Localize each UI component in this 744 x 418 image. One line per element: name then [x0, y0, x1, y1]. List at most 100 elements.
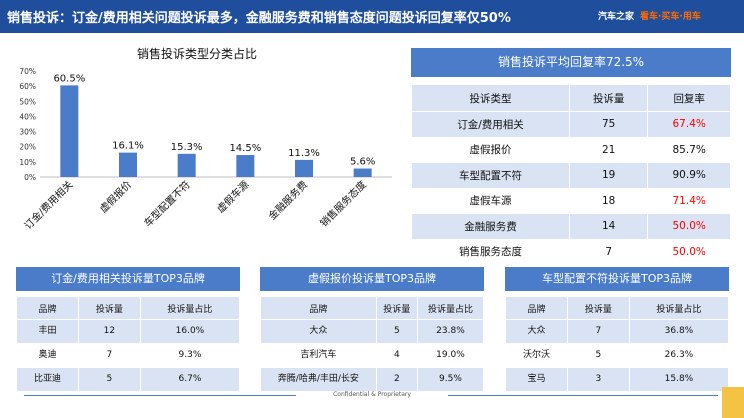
- y-tick-label: 30%: [19, 128, 36, 137]
- count-cell: 2: [375, 367, 418, 392]
- count-cell: 19: [568, 162, 649, 189]
- reply-rate-cell: 71.4%: [647, 187, 731, 214]
- category-label: 金融服务费: [266, 178, 311, 223]
- count-cell: 21: [568, 136, 649, 163]
- brand-cell: 吉利汽车: [260, 343, 377, 368]
- table-row: 大众 7 36.8%: [505, 319, 730, 344]
- table-row: 车型配置不符 19 90.9%: [411, 162, 731, 189]
- count-cell: 75: [568, 111, 649, 138]
- data-label: 14.5%: [229, 143, 261, 154]
- complaint-type-cell: 虚假报价: [411, 136, 570, 163]
- reply-rate-cell: 50.0%: [647, 238, 731, 265]
- bar: [353, 168, 372, 177]
- reply-rate-cell: 67.4%: [647, 111, 731, 138]
- y-tick-label: 40%: [19, 112, 36, 121]
- table-header-row: 投诉类型 投诉量 回复率: [411, 84, 731, 112]
- column-header: 投诉量: [77, 296, 141, 320]
- table-header-row: 品牌 投诉量 投诉量占比: [16, 296, 241, 320]
- category-label: 订金/费用相关: [21, 178, 75, 232]
- brand-cell: 比亚迪: [16, 367, 79, 392]
- brand-cell: 大众: [260, 319, 377, 344]
- category-label: 虚假报价: [97, 178, 134, 215]
- bar-chart: 0% 10% 20% 30% 40% 50% 60% 70% 60.5% 订金/费用相关 16.1%…: [19, 67, 392, 232]
- data-label: 15.3%: [171, 142, 203, 153]
- table-row: 奔腾/哈弗/丰田/长安 2 9.5%: [260, 367, 485, 392]
- brand-cell: 丰田: [16, 319, 79, 344]
- column-header: 回复率: [647, 84, 731, 112]
- header-bar: 销售投诉：订金/费用相关问题投诉最多，金融服务费和销售态度问题投诉回复率仅50%…: [0, 0, 744, 33]
- count-cell: 5: [77, 367, 141, 392]
- false-quote-top3-panel: 虚假报价投诉量TOP3品牌 品牌 投诉量 投诉量占比 大众 5 23.8% 吉利…: [260, 267, 485, 392]
- footer-confidential: Confidential & Proprietary: [333, 391, 411, 398]
- table-row: 奥迪 7 9.3%: [16, 343, 241, 368]
- data-label: 16.1%: [112, 141, 144, 152]
- bar: [119, 152, 137, 177]
- column-header: 品牌: [260, 296, 377, 320]
- column-header: 投诉类型: [411, 84, 570, 112]
- table-row: 虚假报价 21 85.7%: [411, 136, 731, 163]
- category-label: 车型配置不符: [141, 178, 193, 230]
- complaint-type-cell: 车型配置不符: [411, 162, 570, 189]
- brand-logo: 汽车之家 看车·买车·用车: [598, 9, 701, 22]
- reply-rate-cell: 50.0%: [647, 213, 731, 240]
- table-row: 金融服务费 14 50.0%: [411, 213, 731, 240]
- y-tick-label: 50%: [19, 97, 36, 106]
- table-header-row: 品牌 投诉量 投诉量占比: [260, 296, 485, 320]
- share-cell: 36.8%: [628, 319, 730, 344]
- count-cell: 5: [566, 343, 630, 368]
- brand-table: 品牌 投诉量 投诉量占比 大众 5 23.8% 吉利汽车 4 19.0% 奔腾/…: [260, 296, 485, 392]
- share-cell: 6.7%: [139, 367, 241, 392]
- config-mismatch-top3-panel: 车型配置不符投诉量TOP3品牌 品牌 投诉量 投诉量占比 大众 7 36.8% …: [505, 267, 730, 392]
- brand-cell: 大众: [505, 319, 568, 344]
- table-row: 丰田 12 16.0%: [16, 319, 241, 344]
- complaint-type-table: 投诉类型 投诉量 回复率 订金/费用相关 75 67.4% 虚假报价 21 85…: [411, 84, 731, 265]
- y-tick-label: 70%: [19, 67, 36, 76]
- y-tick-label: 10%: [19, 158, 36, 167]
- table-row: 大众 5 23.8%: [260, 319, 485, 344]
- count-cell: 7: [568, 238, 649, 265]
- corner-ribbon: [722, 387, 744, 418]
- column-header: 品牌: [505, 296, 568, 320]
- footer-divider-right: [448, 395, 718, 396]
- table-row: 虚假车源 18 71.4%: [411, 187, 731, 214]
- panel-title: 订金/费用相关投诉量TOP3品牌: [16, 267, 240, 291]
- table-row: 宝马 3 15.8%: [505, 367, 730, 392]
- data-label: 11.3%: [288, 148, 320, 159]
- table-row: 沃尔沃 5 26.3%: [505, 343, 730, 368]
- reply-rate-cell: 85.7%: [647, 136, 731, 163]
- table-row: 比亚迪 5 6.7%: [16, 367, 241, 392]
- column-header: 投诉量: [375, 296, 418, 320]
- complaint-type-cell: 虚假车源: [411, 187, 570, 214]
- count-cell: 4: [375, 343, 418, 368]
- column-header: 投诉量: [568, 84, 649, 112]
- y-tick-label: 20%: [19, 143, 36, 152]
- brand-cell: 沃尔沃: [505, 343, 568, 368]
- complaint-type-cell: 订金/费用相关: [411, 111, 570, 138]
- complaint-type-cell: 金融服务费: [411, 213, 570, 240]
- share-cell: 19.0%: [416, 343, 485, 368]
- data-label: 5.6%: [350, 157, 375, 168]
- category-label: 虚假车源: [214, 178, 251, 215]
- page-title: 销售投诉：订金/费用相关问题投诉最多，金融服务费和销售态度问题投诉回复率仅50%: [7, 11, 511, 26]
- count-cell: 14: [568, 213, 649, 240]
- column-header: 投诉量占比: [628, 296, 730, 320]
- avg-reply-rate-header: 销售投诉平均回复率72.5%: [411, 48, 731, 77]
- table-row: 吉利汽车 4 19.0%: [260, 343, 485, 368]
- deposit-fee-top3-panel: 订金/费用相关投诉量TOP3品牌 品牌 投诉量 投诉量占比 丰田 12 16.0…: [16, 267, 241, 392]
- bar: [177, 153, 196, 177]
- panel-title: 车型配置不符投诉量TOP3品牌: [505, 267, 729, 291]
- share-cell: 9.5%: [416, 367, 485, 392]
- share-cell: 15.8%: [628, 367, 730, 392]
- table-header-row: 品牌 投诉量 投诉量占比: [505, 296, 730, 320]
- brand-table: 品牌 投诉量 投诉量占比 丰田 12 16.0% 奥迪 7 9.3% 比亚迪 5…: [16, 296, 241, 392]
- chart-title: 销售投诉类型分类占比: [136, 47, 257, 61]
- complaint-type-cell: 销售服务态度: [411, 238, 570, 265]
- y-tick-label: 0%: [24, 173, 36, 182]
- table-row: 销售服务态度 7 50.0%: [411, 238, 731, 265]
- column-header: 投诉量占比: [139, 296, 241, 320]
- y-tick-label: 60%: [19, 82, 36, 91]
- panel-title: 虚假报价投诉量TOP3品牌: [260, 267, 484, 291]
- category-label: 销售服务态度: [317, 178, 369, 230]
- column-header: 投诉量: [566, 296, 630, 320]
- count-cell: 7: [566, 319, 630, 344]
